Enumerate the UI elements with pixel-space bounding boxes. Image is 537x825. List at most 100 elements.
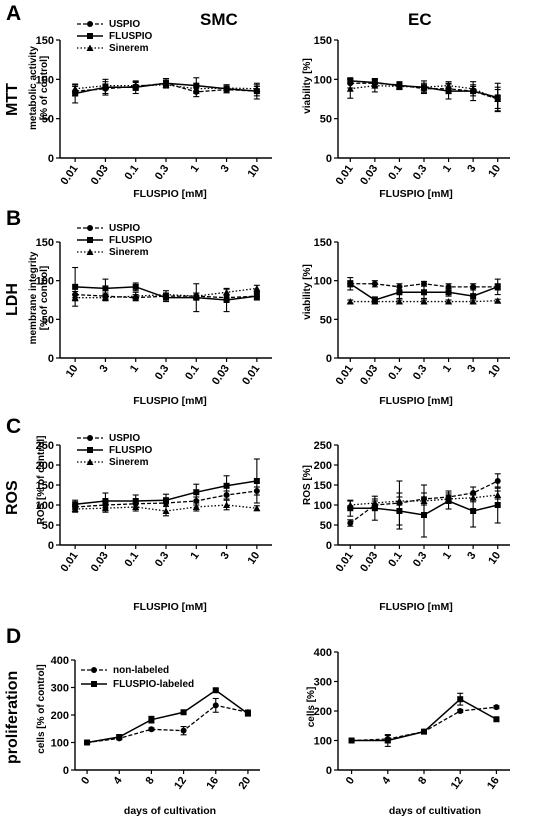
xlabel-c-smc: FLUSPIO [mM]: [133, 601, 207, 613]
data-point: [72, 283, 79, 290]
data-point: [132, 498, 139, 504]
x-tick-label: 3: [219, 163, 232, 175]
y-tick-label: 100: [314, 74, 332, 86]
legend-item: non-labeled: [80, 663, 194, 677]
data-point: [101, 294, 109, 301]
x-tick-label: 0.01: [58, 163, 80, 187]
series-sinerem: [71, 499, 261, 517]
data-point: [371, 82, 379, 89]
data-point: [346, 85, 354, 92]
data-point: [212, 687, 219, 694]
xlabel-b-ec: FLUSPIO [mM]: [379, 395, 453, 407]
xlabel-c-ec: FLUSPIO [mM]: [379, 601, 453, 613]
xlabel-d-ec: days of cultivation: [388, 805, 482, 817]
data-point: [395, 497, 403, 504]
x-tick-label: 0.3: [153, 550, 172, 569]
series-fluspio-labeled: [84, 687, 251, 746]
data-point: [494, 95, 502, 102]
y-tick-label: 50: [42, 314, 54, 326]
x-tick-label: 16: [485, 775, 502, 792]
data-point: [163, 497, 169, 504]
data-point: [223, 288, 231, 296]
row-title-proliferation: proliferation: [4, 670, 21, 764]
y-tick-label: 0: [326, 353, 332, 365]
ylabel-b-smc: membrane integrity [% of control]: [28, 238, 50, 358]
legend-label: Sinerem: [109, 42, 149, 54]
data-point: [253, 504, 261, 512]
data-point: [493, 716, 500, 723]
x-tick-label: 0.1: [123, 163, 142, 182]
x-tick-label: 0.3: [411, 363, 430, 382]
data-point: [348, 737, 355, 744]
chart-c-ec: 0 50 100 150 200 250 0.01 0.03 0.1 0.3 1 3 10: [314, 440, 510, 574]
series-fluspio-labeled: [348, 692, 500, 747]
legend-d: non-labeled FLUSPIO-labeled: [80, 663, 194, 691]
chart-d-ec: 0 100 200 300 400 0 4 8 12 16: [314, 647, 510, 792]
row-title-mtt: MTT: [4, 83, 21, 116]
x-tick-label: 10: [486, 163, 503, 180]
x-tick-label: 0.03: [89, 163, 111, 187]
y-tick-label: 0: [326, 765, 332, 777]
ylabel-a-smc: metabolic activity [% of control]: [28, 28, 50, 148]
y-tick-label: 400: [51, 655, 69, 667]
y-tick-label: 100: [314, 736, 332, 748]
y-tick-label: 100: [36, 74, 54, 86]
y-tick-label: 200: [51, 710, 69, 722]
x-tick-label: 0.01: [58, 550, 80, 574]
series-sinerem: [71, 284, 261, 302]
ylabel-c-smc: ROS [% of control]: [36, 435, 47, 525]
data-point: [223, 297, 230, 303]
legend-item: USPIO: [76, 222, 152, 234]
y-tick-label: 50: [320, 520, 332, 532]
data-point: [445, 88, 452, 95]
legend-label: FLUSPIO: [109, 444, 153, 456]
x-tick-label: 1: [188, 163, 201, 175]
y-tick-label: 300: [51, 683, 69, 695]
panel-letter-c: C: [6, 415, 22, 438]
data-point: [72, 501, 79, 508]
data-point: [162, 291, 170, 298]
legend-label: non-labeled: [113, 664, 170, 676]
x-tick-label: 0.1: [183, 363, 202, 382]
data-point: [162, 81, 170, 88]
x-tick-label: 0.03: [358, 363, 380, 387]
x-tick-label: 3: [98, 363, 111, 375]
legend-line-square-icon: [77, 33, 103, 39]
x-tick-label: 0.01: [334, 550, 356, 574]
data-point: [494, 491, 502, 498]
data-point: [102, 498, 109, 504]
legend-label: USPIO: [109, 18, 141, 30]
series-sinerem: [346, 297, 502, 305]
series-non-labeled: [348, 704, 500, 744]
x-tick-label: 0.3: [411, 550, 430, 569]
data-point: [84, 739, 91, 746]
legend-line-triangle-icon: [77, 248, 103, 255]
x-tick-label: 3: [465, 163, 478, 175]
data-point: [192, 292, 200, 300]
data-point: [346, 298, 354, 305]
data-point: [395, 298, 403, 305]
x-tick-label: 0.1: [386, 363, 405, 382]
y-tick-label: 0: [326, 153, 332, 165]
series-fluspio: [347, 486, 501, 538]
data-point: [445, 298, 453, 305]
data-point: [421, 289, 427, 296]
data-point: [445, 289, 452, 296]
legend-item: USPIO: [76, 432, 152, 444]
legend-label: USPIO: [109, 222, 141, 234]
y-tick-label: 50: [320, 314, 332, 326]
data-point: [494, 297, 502, 304]
x-tick-label: 0.01: [334, 363, 356, 387]
ylabel-a-ec: viability [%]: [302, 58, 313, 114]
x-tick-label: 0.1: [123, 550, 142, 569]
y-tick-label: 150: [314, 237, 332, 249]
col-title-ec: EC: [408, 10, 432, 29]
x-tick-label: 0.1: [386, 550, 405, 569]
legend-line-square-icon: [77, 447, 103, 453]
data-point: [193, 489, 200, 496]
row-title-ldh: LDH: [4, 283, 21, 316]
ylabel-d-ec: cells [%]: [306, 686, 317, 728]
data-point: [469, 298, 477, 305]
ylabel-b-ec: viability [%]: [302, 264, 313, 320]
x-tick-label: 1: [441, 163, 454, 175]
